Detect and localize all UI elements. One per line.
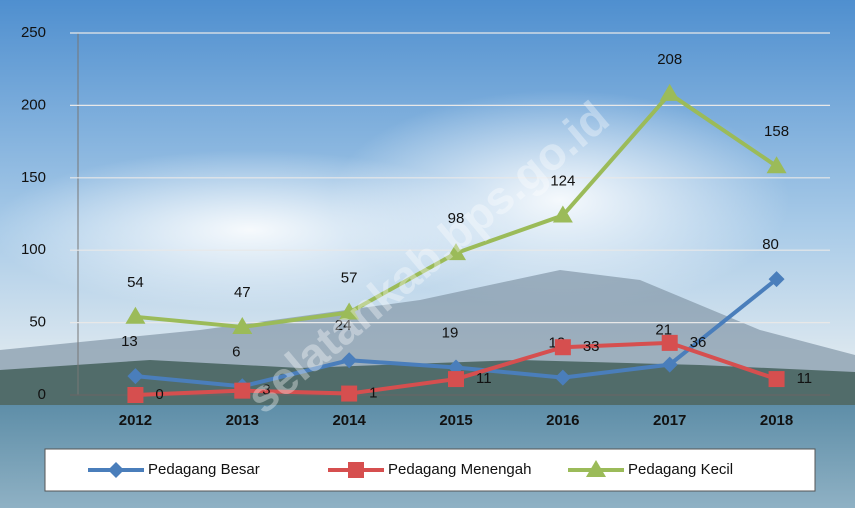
x-tick-label: 2012 (119, 412, 152, 429)
legend-label: Pedagang Besar (148, 461, 260, 478)
data-label: 24 (335, 317, 352, 334)
data-label: 98 (448, 210, 465, 227)
data-label: 54 (127, 274, 144, 291)
marker (339, 302, 360, 320)
data-label: 21 (655, 322, 672, 339)
marker (661, 334, 678, 351)
data-label: 208 (657, 51, 682, 68)
marker (341, 352, 358, 369)
data-label: 11 (797, 370, 813, 387)
marker (552, 205, 573, 223)
data-label: 47 (234, 284, 251, 301)
data-label: 6 (232, 343, 240, 360)
y-tick-label: 150 (21, 169, 46, 186)
marker (125, 306, 146, 324)
x-tick-label: 2017 (653, 412, 686, 429)
legend-marker (586, 460, 606, 477)
data-label: 1 (369, 385, 377, 402)
cloud (0, 150, 510, 310)
y-tick-label: 200 (21, 96, 46, 113)
data-label: 80 (762, 236, 779, 253)
data-label: 36 (690, 334, 707, 351)
data-label: 19 (442, 324, 459, 341)
data-label: 11 (476, 370, 492, 387)
data-label: 57 (341, 269, 358, 286)
marker (234, 382, 251, 399)
data-label: 124 (550, 172, 575, 189)
marker (341, 385, 358, 402)
marker (659, 83, 680, 101)
marker (232, 316, 253, 334)
y-tick-label: 50 (29, 314, 46, 331)
legend-label: Pedagang Kecil (628, 461, 733, 478)
x-tick-label: 2016 (546, 412, 579, 429)
marker (127, 387, 144, 403)
data-label: 13 (121, 333, 138, 350)
marker (766, 156, 787, 174)
marker (554, 339, 571, 356)
x-tick-label: 2014 (332, 412, 366, 429)
y-tick-label: 0 (38, 386, 46, 403)
data-label: 0 (155, 386, 163, 403)
x-tick-label: 2015 (439, 412, 472, 429)
marker (127, 368, 144, 385)
marker (768, 371, 785, 388)
legend (44, 448, 816, 492)
data-label: 158 (764, 123, 789, 140)
marker (661, 356, 678, 373)
legend-marker (348, 462, 364, 478)
data-label: 33 (583, 338, 600, 355)
marker (446, 243, 466, 261)
x-tick-label: 2013 (226, 412, 259, 429)
y-tick-label: 100 (21, 241, 46, 258)
legend-label: Pedagang Menengah (388, 461, 531, 478)
marker (768, 271, 785, 288)
marker (448, 371, 464, 388)
x-tick-label: 2018 (760, 412, 793, 429)
y-tick-label: 250 (21, 24, 46, 41)
data-label: 3 (262, 382, 270, 399)
marker (554, 369, 571, 386)
legend-marker (108, 462, 124, 478)
